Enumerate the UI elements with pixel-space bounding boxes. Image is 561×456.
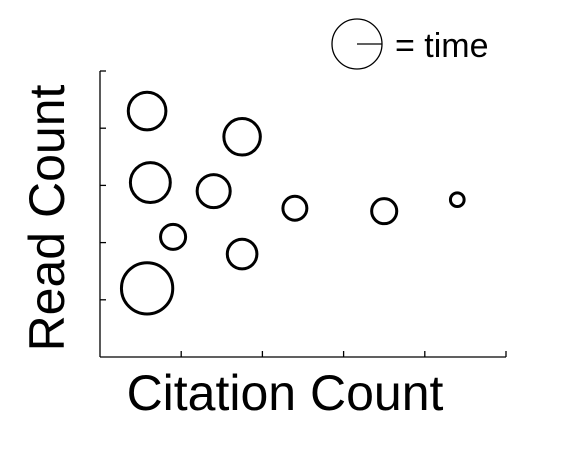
legend: = time xyxy=(331,18,489,70)
data-point-8 xyxy=(159,222,188,251)
data-point-4 xyxy=(195,173,232,210)
data-point-10 xyxy=(119,261,175,316)
x-axis-ticks xyxy=(180,351,507,357)
data-points xyxy=(119,90,466,316)
data-point-9 xyxy=(225,237,259,271)
axes xyxy=(99,70,507,358)
x-axis-label: Citation Count xyxy=(127,365,444,421)
data-point-5 xyxy=(281,194,309,222)
data-point-2 xyxy=(222,117,262,157)
y-axis-label: Read Count xyxy=(19,84,75,351)
data-point-6 xyxy=(370,197,399,226)
data-point-1 xyxy=(126,90,168,132)
y-axis-ticks xyxy=(100,70,106,301)
data-point-7 xyxy=(448,191,466,209)
legend-label: = time xyxy=(395,27,489,65)
data-point-3 xyxy=(128,161,172,204)
